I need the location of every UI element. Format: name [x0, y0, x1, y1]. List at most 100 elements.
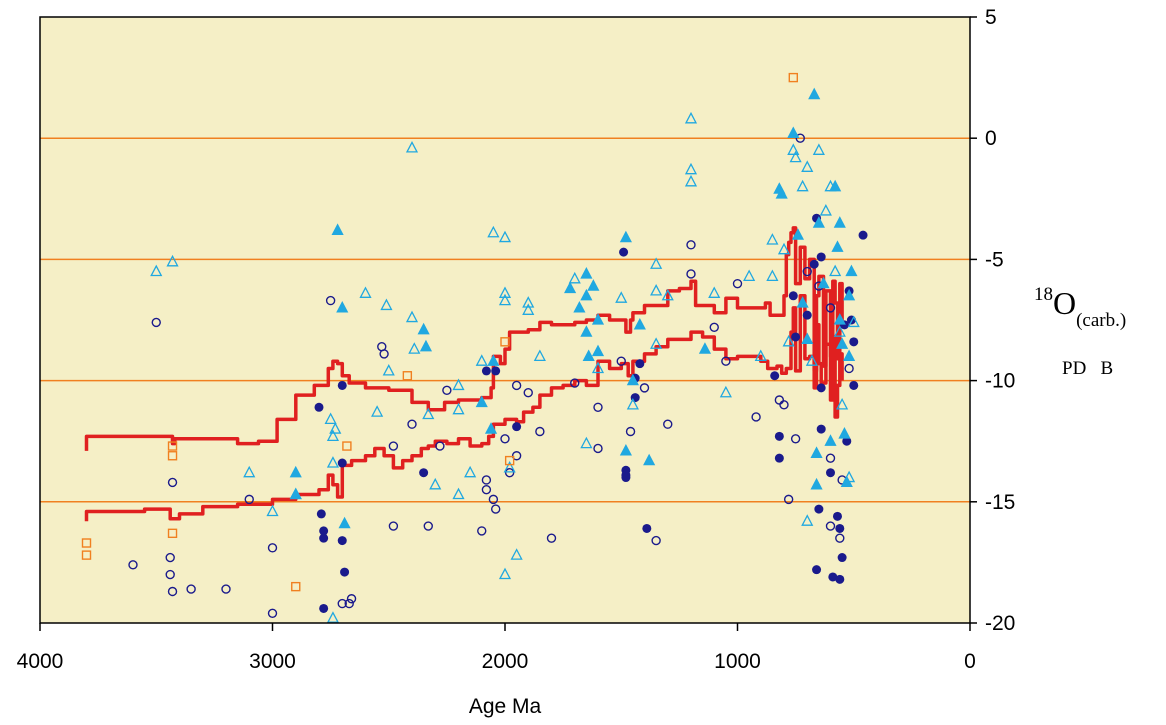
x-tick-label: 4000: [17, 650, 64, 673]
filled-triangle-point: [487, 354, 500, 366]
filled-circle-point: [802, 310, 812, 320]
filled-triangle-point: [831, 240, 844, 252]
open-triangle-point: [829, 264, 842, 277]
open-circle-point: [442, 385, 452, 395]
filled-circle-point: [491, 366, 501, 376]
filled-triangle-point: [331, 223, 344, 235]
open-circle-point: [535, 426, 545, 437]
filled-circle-point: [828, 572, 838, 582]
open-triangle-point: [801, 514, 814, 526]
open-triangle-point: [522, 303, 535, 315]
filled-circle-point: [774, 453, 784, 463]
open-triangle-point: [782, 334, 795, 347]
open-circle-point: [477, 526, 487, 536]
open-triangle-point: [498, 293, 512, 306]
y-tick-label: -10: [985, 370, 1015, 393]
y-tick-label: -20: [985, 612, 1015, 635]
open-circle-point: [779, 400, 789, 410]
filled-triangle-point: [775, 187, 788, 199]
filled-triangle-point: [796, 296, 809, 308]
open-triangle-point: [684, 162, 698, 175]
x-tick-label: 0: [964, 650, 976, 673]
filled-circle-point: [337, 380, 347, 390]
open-triangle-point: [150, 264, 163, 277]
filled-triangle-point: [787, 126, 800, 139]
filled-circle-point: [621, 473, 631, 483]
open-square-point: [504, 455, 515, 466]
open-triangle-point: [805, 354, 818, 366]
open-circle-point: [511, 451, 522, 461]
open-triangle-point: [650, 257, 663, 269]
filled-triangle-point: [833, 313, 846, 325]
open-triangle-point: [475, 354, 488, 366]
open-circle-point: [835, 533, 845, 543]
open-triangle-point: [429, 477, 442, 490]
open-square-point: [500, 337, 510, 347]
open-triangle-point: [568, 271, 581, 284]
filled-triangle-point: [417, 322, 430, 335]
filled-circle-point: [814, 504, 824, 514]
open-circle-point: [379, 349, 389, 359]
open-square-point: [342, 441, 352, 451]
filled-circle-point: [832, 511, 842, 521]
open-circle-point: [481, 484, 492, 495]
x-tick-label: 3000: [249, 650, 296, 673]
filled-triangle-point: [836, 337, 849, 349]
open-circle-point: [802, 266, 812, 277]
filled-triangle-point: [619, 444, 632, 456]
filled-circle-point: [770, 371, 780, 381]
open-circle-point: [165, 569, 175, 580]
open-circle-point: [751, 412, 761, 422]
open-circle-point: [337, 598, 347, 609]
y-tick-label: -5: [985, 248, 1004, 271]
y-axis-title-reference: PD B: [1062, 358, 1113, 379]
open-triangle-point: [326, 456, 340, 468]
open-circle-point: [186, 584, 196, 594]
y-tick-label: 5: [985, 6, 997, 29]
filled-circle-point: [858, 230, 868, 240]
open-triangle-point: [326, 429, 340, 442]
filled-triangle-point: [626, 373, 639, 386]
open-circle-point: [825, 453, 836, 463]
filled-triangle-point: [698, 342, 712, 354]
open-triangle-point: [801, 160, 814, 172]
open-triangle-point: [243, 465, 256, 478]
open-circle-point: [844, 363, 854, 374]
open-triangle-point: [626, 397, 639, 410]
open-circle-point: [325, 295, 336, 306]
open-circle-point: [388, 441, 399, 451]
filled-circle-point: [816, 424, 826, 434]
open-circle-point: [795, 133, 805, 143]
open-circle-point: [407, 419, 417, 429]
filled-circle-point: [619, 247, 629, 257]
open-triangle-point: [833, 325, 846, 337]
y-axis-right: 5 0 -5 -10 -15 -20: [970, 6, 1015, 635]
open-circle-point: [546, 533, 557, 543]
filled-triangle-point: [808, 87, 821, 100]
open-triangle-point: [503, 460, 516, 473]
filled-triangle-point: [810, 477, 823, 490]
filled-triangle-point: [812, 216, 825, 228]
y-axis-title-superscript: 18: [1034, 284, 1053, 305]
open-circle-point: [709, 322, 719, 332]
y-axis-title-letter: O: [1053, 285, 1076, 321]
filled-circle-point: [419, 468, 429, 478]
open-triangle-point: [787, 143, 800, 155]
open-circle-point: [388, 521, 399, 531]
filled-circle-point: [337, 536, 347, 546]
open-triangle-point: [847, 315, 860, 328]
open-triangle-point: [796, 179, 809, 192]
open-square-point: [81, 538, 92, 548]
open-triangle-point: [452, 402, 465, 415]
filled-circle-point: [316, 509, 326, 519]
open-circle-point: [593, 443, 603, 454]
filled-triangle-point: [619, 230, 632, 243]
open-circle-point: [686, 240, 696, 250]
filled-triangle-point: [580, 267, 593, 279]
open-triangle-point: [510, 548, 523, 560]
open-triangle-point: [408, 342, 421, 354]
x-tick-label: 2000: [482, 650, 529, 673]
filled-triangle-point: [289, 465, 302, 478]
open-circle-point: [500, 434, 510, 444]
